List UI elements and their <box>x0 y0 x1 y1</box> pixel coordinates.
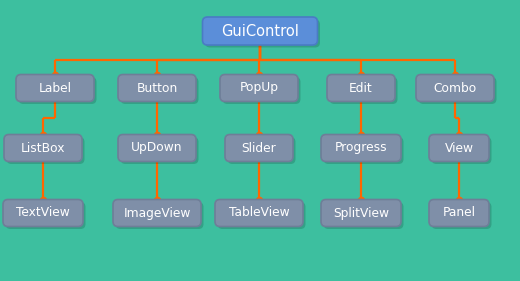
Text: Progress: Progress <box>335 142 387 155</box>
FancyBboxPatch shape <box>118 135 196 162</box>
FancyBboxPatch shape <box>215 200 303 226</box>
FancyBboxPatch shape <box>217 202 306 229</box>
FancyBboxPatch shape <box>3 200 83 226</box>
FancyBboxPatch shape <box>6 137 84 164</box>
FancyBboxPatch shape <box>321 200 401 226</box>
Text: Panel: Panel <box>443 207 475 219</box>
FancyBboxPatch shape <box>429 200 489 226</box>
FancyBboxPatch shape <box>115 202 203 229</box>
Text: ImageView: ImageView <box>123 207 191 219</box>
FancyBboxPatch shape <box>432 202 491 229</box>
FancyBboxPatch shape <box>327 74 395 101</box>
FancyBboxPatch shape <box>19 77 97 104</box>
FancyBboxPatch shape <box>223 77 301 104</box>
FancyBboxPatch shape <box>4 135 82 162</box>
Text: SplitView: SplitView <box>333 207 389 219</box>
Text: Slider: Slider <box>242 142 276 155</box>
FancyBboxPatch shape <box>205 19 320 47</box>
Text: Edit: Edit <box>349 81 373 94</box>
FancyBboxPatch shape <box>432 137 491 164</box>
FancyBboxPatch shape <box>202 17 318 45</box>
FancyBboxPatch shape <box>121 77 199 104</box>
Text: Label: Label <box>38 81 72 94</box>
Text: PopUp: PopUp <box>240 81 279 94</box>
Text: ListBox: ListBox <box>21 142 65 155</box>
FancyBboxPatch shape <box>225 135 293 162</box>
FancyBboxPatch shape <box>16 74 94 101</box>
FancyBboxPatch shape <box>416 74 494 101</box>
FancyBboxPatch shape <box>228 137 295 164</box>
FancyBboxPatch shape <box>6 202 85 229</box>
Text: Combo: Combo <box>433 81 477 94</box>
FancyBboxPatch shape <box>330 77 397 104</box>
FancyBboxPatch shape <box>121 137 199 164</box>
Text: TextView: TextView <box>16 207 70 219</box>
Text: GuiControl: GuiControl <box>221 24 299 38</box>
FancyBboxPatch shape <box>323 202 404 229</box>
FancyBboxPatch shape <box>220 74 298 101</box>
Text: View: View <box>445 142 474 155</box>
Text: UpDown: UpDown <box>131 142 183 155</box>
FancyBboxPatch shape <box>419 77 497 104</box>
FancyBboxPatch shape <box>323 137 404 164</box>
FancyBboxPatch shape <box>429 135 489 162</box>
FancyBboxPatch shape <box>118 74 196 101</box>
FancyBboxPatch shape <box>113 200 201 226</box>
Text: TableView: TableView <box>229 207 289 219</box>
Text: Button: Button <box>136 81 178 94</box>
FancyBboxPatch shape <box>321 135 401 162</box>
